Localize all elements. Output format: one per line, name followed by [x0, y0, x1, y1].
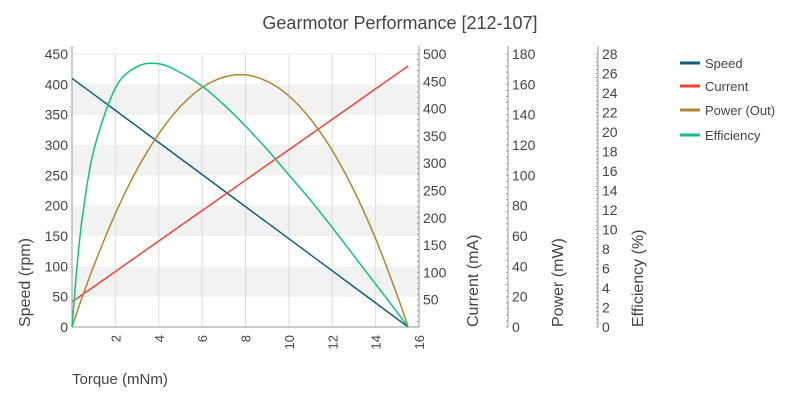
efficiency-tick-label: 26 [602, 66, 618, 82]
current-line [71, 65, 409, 303]
speed-tick-label: 400 [45, 76, 69, 92]
speed-tick-label: 300 [45, 137, 69, 153]
speed-tick-label: 450 [45, 46, 69, 62]
x-tick-label: 2 [108, 335, 123, 342]
x-tick-label: 4 [152, 335, 167, 342]
speed-tick-label: 250 [45, 167, 69, 183]
efficiency-tick-label: 20 [602, 124, 618, 140]
x-tick-label: 8 [239, 335, 254, 342]
power-tick-label: 120 [512, 137, 536, 153]
efficiency-tick-label: 0 [602, 319, 610, 335]
speed-tick-label: 0 [60, 319, 68, 335]
efficiency-tick-label: 2 [602, 300, 610, 316]
efficiency-tick-label: 18 [602, 144, 618, 160]
speed-tick-label: 50 [52, 289, 68, 305]
efficiency-tick-label: 24 [602, 85, 618, 101]
current-tick-label: 350 [423, 128, 447, 144]
efficiency-tick-label: 22 [602, 105, 618, 121]
current-tick-label: 100 [423, 264, 447, 280]
current-tick-label: 200 [423, 210, 447, 226]
efficiency-line [71, 62, 409, 328]
speed-line [71, 77, 409, 328]
power-tick-label: 160 [512, 76, 536, 92]
legend-label: Efficiency [705, 128, 761, 143]
speed-axis-label: Speed (rpm) [17, 238, 34, 327]
legend-label: Current [705, 79, 749, 94]
power-tick-label: 140 [512, 107, 536, 123]
efficiency-tick-label: 8 [602, 241, 610, 257]
power-axis-label: Power (mW) [550, 238, 567, 327]
speed-tick-label: 200 [45, 198, 69, 214]
x-axis-label: Torque (mNm) [72, 371, 168, 388]
current-tick-label: 250 [423, 183, 447, 199]
chart-title: Gearmotor Performance [212-107] [262, 13, 537, 33]
power-tick-label: 60 [512, 228, 528, 244]
efficiency-tick-label: 12 [602, 202, 618, 218]
x-tick-label: 6 [195, 335, 210, 342]
power-tick-label: 20 [512, 289, 528, 305]
current-tick-label: 400 [423, 101, 447, 117]
current-tick-label: 300 [423, 155, 447, 171]
x-tick-label: 10 [282, 335, 297, 349]
current-tick-label: 450 [423, 73, 447, 89]
power-out-line [71, 73, 409, 328]
x-tick-label: 16 [412, 335, 427, 349]
speed-tick-label: 100 [45, 258, 69, 274]
current-tick-label: 500 [423, 46, 447, 62]
efficiency-tick-label: 6 [602, 261, 610, 277]
current-tick-label: 50 [423, 292, 439, 308]
power-tick-label: 180 [512, 46, 536, 62]
x-tick-label: 12 [325, 335, 340, 349]
power-tick-label: 80 [512, 198, 528, 214]
power-tick-label: 100 [512, 167, 536, 183]
current-tick-label: 150 [423, 237, 447, 253]
legend-label: Speed [705, 56, 743, 71]
efficiency-tick-label: 16 [602, 163, 618, 179]
x-tick-label: 14 [369, 335, 384, 349]
current-axis-label: Current (mA) [465, 235, 482, 327]
power-tick-label: 40 [512, 258, 528, 274]
efficiency-tick-label: 10 [602, 222, 618, 238]
efficiency-tick-label: 4 [602, 280, 610, 296]
speed-tick-label: 150 [45, 228, 69, 244]
power-tick-label: 0 [512, 319, 520, 335]
legend-label: Power (Out) [705, 103, 775, 118]
efficiency-axis-label: Efficiency (%) [630, 229, 647, 327]
efficiency-tick-label: 28 [602, 46, 618, 62]
speed-tick-label: 350 [45, 107, 69, 123]
efficiency-tick-label: 14 [602, 183, 618, 199]
